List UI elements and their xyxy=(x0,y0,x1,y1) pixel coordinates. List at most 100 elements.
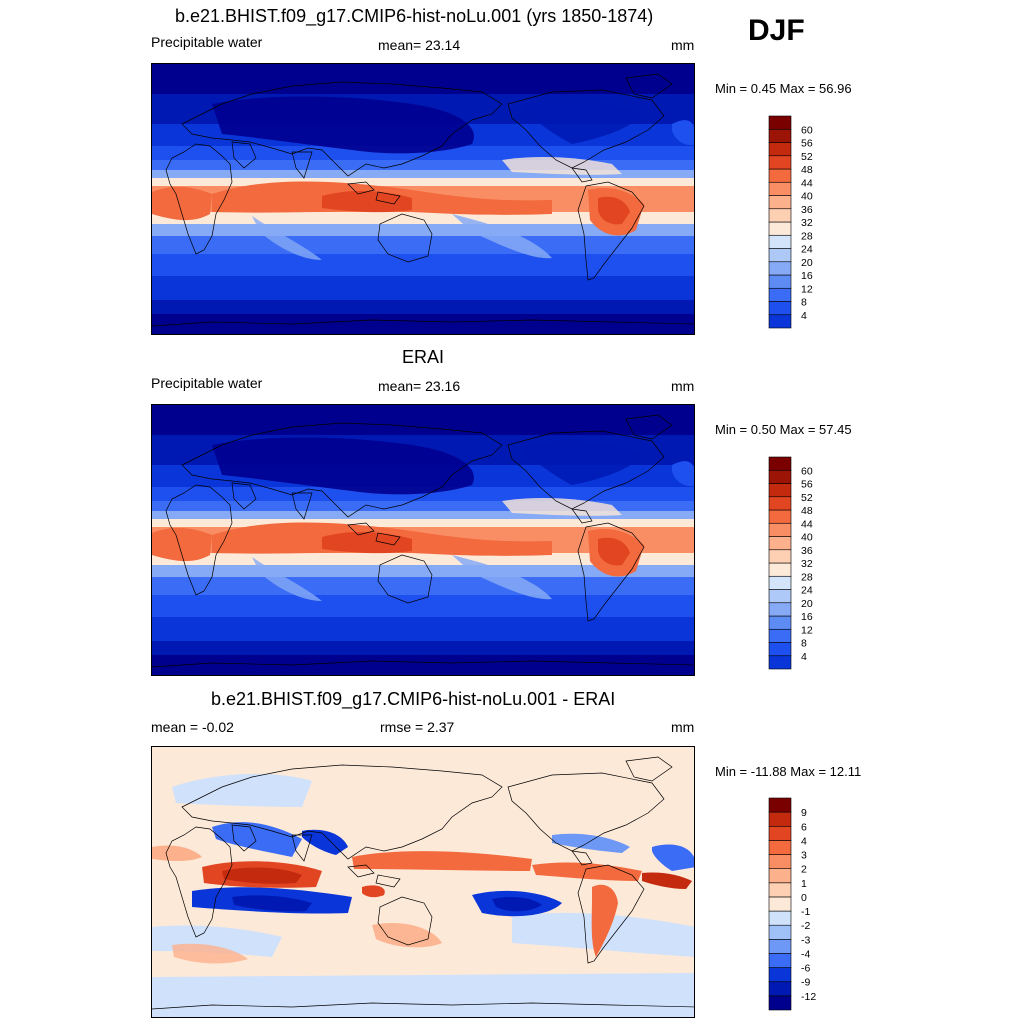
panel-2-colorbar-swatch xyxy=(768,575,792,590)
panel-3-colorbar-swatch xyxy=(768,939,792,954)
coastline-path xyxy=(152,319,694,327)
coastline-path xyxy=(181,81,503,177)
coastline-path xyxy=(571,850,593,866)
coastline-path xyxy=(291,151,313,179)
field-contour xyxy=(672,461,694,486)
panel-3-colorbar-swatch xyxy=(768,811,792,827)
field-contour xyxy=(232,895,312,912)
coastline-path xyxy=(347,522,375,536)
field-contour xyxy=(322,190,412,213)
panel-1-title: b.e21.BHIST.f09_g17.CMIP6-hist-noLu.001 … xyxy=(175,6,654,26)
panel-2-colorbar-swatch xyxy=(768,549,792,564)
panel-3-rmse-label: rmse = 2.37 xyxy=(380,719,455,735)
field-band xyxy=(152,553,694,567)
panel-1-colorbar-swatch xyxy=(768,234,792,249)
panel-3-colorbar-tick-label: -9 xyxy=(801,977,810,989)
field-contour xyxy=(172,773,312,807)
panel-3-colorbar-tick-label: -2 xyxy=(801,920,810,932)
panel-2-colorbar-swatch xyxy=(768,628,792,643)
field-contour xyxy=(172,943,248,964)
field-contour xyxy=(222,867,302,884)
panel-1-colorbar-swatch xyxy=(768,314,792,329)
panel-1-colorbar-swatch xyxy=(768,287,792,302)
coastline-path xyxy=(181,422,503,518)
panel-2-colorbar-swatch xyxy=(768,522,792,537)
panel-2-colorbar-tick-label: 52 xyxy=(801,492,813,504)
panel-3-units-label: mm xyxy=(671,719,695,735)
field-contour xyxy=(352,851,532,871)
panel-3-colorbar-tick-label: -12 xyxy=(801,991,816,1003)
coastline-path xyxy=(375,874,401,888)
coastline-path xyxy=(231,141,257,169)
coastline-path xyxy=(375,532,401,546)
panel-3-colorbar-tick-label: 1 xyxy=(801,878,807,890)
field-contour xyxy=(598,537,630,566)
panel-3-colorbar-swatch xyxy=(768,896,792,912)
coastline-path xyxy=(625,414,673,440)
panel-3-colorbar-swatch xyxy=(768,840,792,855)
panel-2-colorbar-swatch xyxy=(768,602,792,617)
panel-1-colorbar-tick-label: 56 xyxy=(801,138,813,150)
panel-1-minmax: Min = 0.45 Max = 56.96 xyxy=(715,81,852,96)
panel-1-colorbar-swatch xyxy=(768,115,792,130)
panel-3-colorbar-swatch xyxy=(768,882,792,898)
panel-2-colorbar-tick-label: 56 xyxy=(801,479,813,491)
field-contour xyxy=(532,862,642,881)
panel-1-colorbar-swatch xyxy=(768,128,792,143)
panel-1-colorbar-swatch xyxy=(768,142,792,157)
field-band xyxy=(152,276,694,302)
panel-2-title: ERAI xyxy=(402,347,445,367)
panel-2-colorbar-swatch xyxy=(768,483,792,498)
panel-2-colorbar-swatch xyxy=(768,642,792,657)
field-contour xyxy=(492,897,542,912)
coastlines xyxy=(152,414,694,668)
field-contour xyxy=(152,845,202,861)
panel-1-colorbar-tick-label: 4 xyxy=(801,310,807,322)
coastline-path xyxy=(165,484,233,596)
field-band xyxy=(152,595,694,619)
panel-2-colorbar-tick-label: 32 xyxy=(801,558,813,570)
panel-3-map xyxy=(151,746,695,1018)
panel-1-colorbar-tick-label: 8 xyxy=(801,297,807,309)
coastline-path xyxy=(571,167,593,183)
field-band xyxy=(152,565,694,579)
field-band xyxy=(152,314,694,334)
field-contour xyxy=(212,437,474,495)
field-contour xyxy=(302,829,348,855)
panel-3-colorbar-swatch xyxy=(768,953,792,968)
panel-2-colorbar-tick-label: 36 xyxy=(801,545,813,557)
panel-2-mean-label: mean= 23.16 xyxy=(378,378,461,394)
panel-1-colorbar-tick-label: 48 xyxy=(801,164,813,176)
panel-2-colorbar-tick-label: 28 xyxy=(801,571,813,583)
field-band xyxy=(152,405,694,435)
coastline-path xyxy=(165,826,233,938)
season-label: DJF xyxy=(748,14,805,47)
field-band xyxy=(152,254,694,278)
coastline-path xyxy=(625,756,673,782)
coastline-path xyxy=(577,522,645,622)
panel-3-colorbar: -12 -9 -6 -4 -3 -2 -1 0 1 2 3 4 6 9 xyxy=(768,797,816,1011)
panel-1-colorbar-swatch xyxy=(768,248,792,263)
coastline-path xyxy=(347,864,375,878)
panel-1-mean-label: mean= 23.14 xyxy=(378,37,461,53)
panel-1-colorbar-tick-label: 16 xyxy=(801,270,813,282)
panel-1-colorbar-swatch xyxy=(768,208,792,223)
field-band xyxy=(152,655,694,675)
panel-1-colorbar-swatch xyxy=(768,261,792,276)
panel-2-colorbar-swatch xyxy=(768,469,792,484)
coastline-path xyxy=(231,824,257,852)
panel-1-colorbar-tick-label: 60 xyxy=(801,124,813,136)
panel-1-colorbar-tick-label: 40 xyxy=(801,191,813,203)
panel-3-colorbar-tick-label: -1 xyxy=(801,906,810,918)
field-contour xyxy=(362,885,385,898)
coastline-path xyxy=(375,191,401,205)
panel-3-colorbar-tick-label: 2 xyxy=(801,864,807,876)
panel-2-colorbar-tick-label: 40 xyxy=(801,532,813,544)
coastline-path xyxy=(377,896,433,946)
panel-1-colorbar-tick-label: 44 xyxy=(801,177,813,189)
panel-3-colorbar-swatch xyxy=(768,825,792,841)
panel-2-colorbar-tick-label: 60 xyxy=(801,465,813,477)
panel-2-colorbar-tick-label: 16 xyxy=(801,611,813,623)
panel-1-colorbar-swatch xyxy=(768,168,792,183)
field-band xyxy=(152,236,694,256)
